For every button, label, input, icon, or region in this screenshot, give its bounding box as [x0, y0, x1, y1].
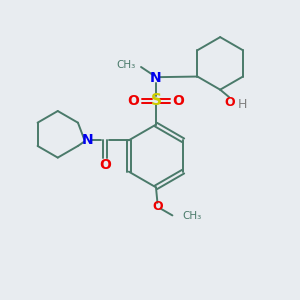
Text: O: O — [152, 200, 163, 213]
Text: CH₃: CH₃ — [117, 60, 136, 70]
Text: O: O — [99, 158, 111, 172]
Text: O: O — [127, 94, 139, 108]
Text: O: O — [224, 96, 235, 109]
Text: N: N — [82, 133, 93, 147]
Text: N: N — [150, 71, 162, 85]
Text: CH₃: CH₃ — [183, 211, 202, 221]
Text: S: S — [151, 93, 161, 108]
Text: O: O — [173, 94, 184, 108]
Text: H: H — [238, 98, 247, 110]
